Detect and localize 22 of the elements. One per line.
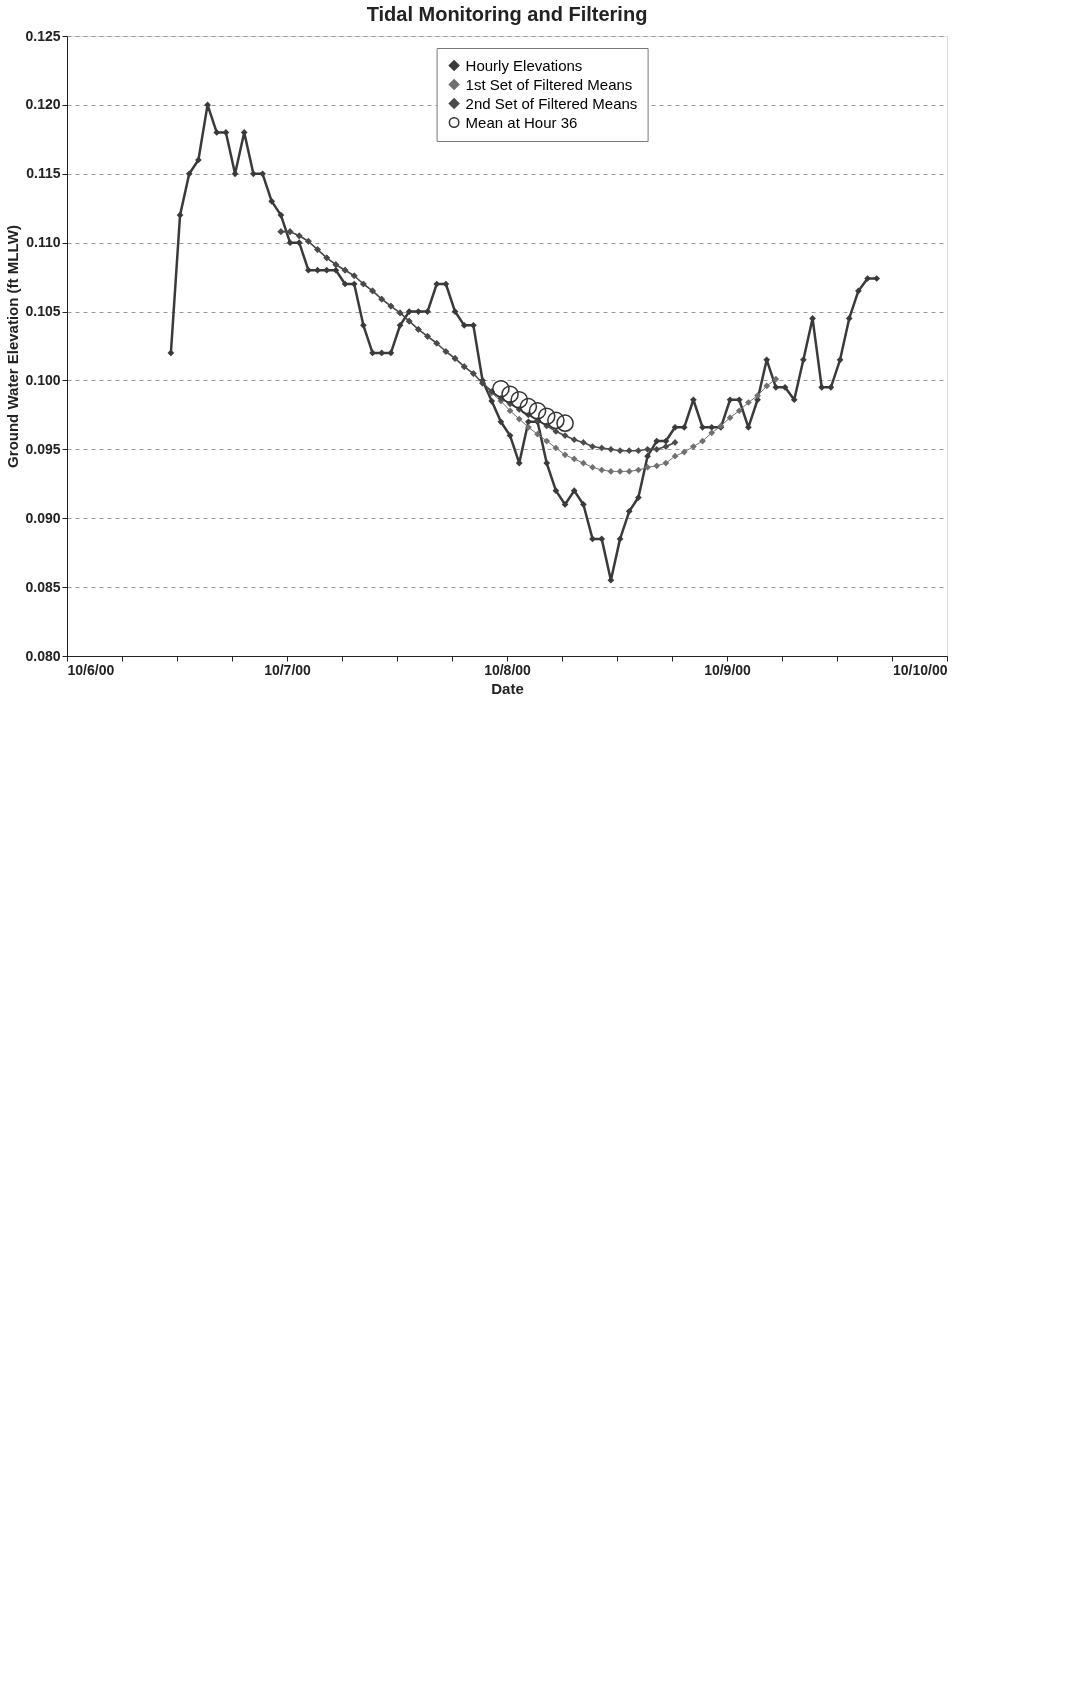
y-tick-label: 0.100 bbox=[25, 371, 61, 388]
legend-label: Mean at Hour 36 bbox=[465, 113, 578, 131]
y-tick-label: 0.080 bbox=[25, 647, 61, 664]
x-tick-label: 10/9/00 bbox=[704, 661, 752, 678]
y-tick-label: 0.085 bbox=[25, 578, 61, 595]
y-axis-title: Ground Water Elevation (ft MLLW) bbox=[4, 225, 22, 468]
y-tick-label: 0.120 bbox=[25, 96, 61, 113]
legend-label: Hourly Elevations bbox=[465, 56, 583, 74]
y-tick-label: 0.115 bbox=[26, 165, 61, 182]
y-tick-label: 0.105 bbox=[25, 303, 61, 320]
x-tick-label: 10/10/00 bbox=[893, 661, 948, 678]
legend-label: 1st Set of Filtered Means bbox=[465, 75, 633, 93]
y-tick-label: 0.090 bbox=[25, 509, 61, 526]
x-tick-label: 10/8/00 bbox=[484, 661, 532, 678]
x-tick-label: 10/6/00 bbox=[67, 661, 115, 678]
legend-label: 2nd Set of Filtered Means bbox=[465, 94, 638, 112]
y-tick-label: 0.125 bbox=[25, 27, 61, 44]
y-tick-label: 0.110 bbox=[26, 234, 61, 251]
y-tick-label: 0.095 bbox=[25, 440, 61, 457]
x-axis-title: Date bbox=[491, 679, 524, 697]
chart-title: Tidal Monitoring and Filtering bbox=[366, 3, 648, 25]
x-tick-label: 10/7/00 bbox=[264, 661, 312, 678]
